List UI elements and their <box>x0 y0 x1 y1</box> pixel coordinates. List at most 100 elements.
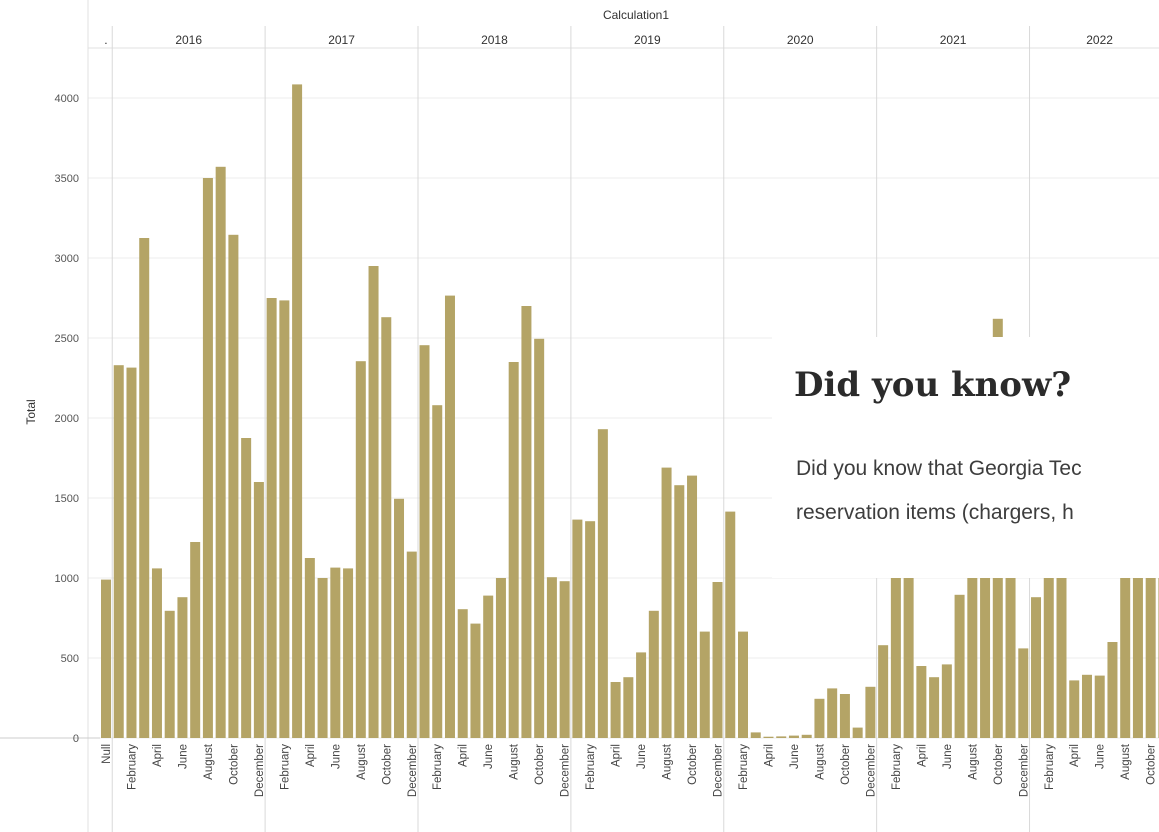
y-tick-label: 2000 <box>55 413 79 425</box>
bar <box>1145 578 1156 738</box>
bars <box>101 84 1159 739</box>
bar <box>827 688 838 738</box>
bar <box>1081 674 1092 738</box>
bar <box>406 551 417 738</box>
bar <box>190 542 201 738</box>
x-tick-label: June <box>942 744 954 769</box>
bar <box>1056 578 1067 738</box>
bar <box>916 666 927 738</box>
x-tick-label: October <box>687 744 699 785</box>
y-tick-label: 1000 <box>55 573 79 585</box>
popup-text-line: reservation items (chargers, h <box>796 501 1074 524</box>
bar <box>508 362 519 738</box>
x-tick-label: October <box>993 744 1005 785</box>
bar <box>317 578 328 738</box>
bar <box>534 338 545 738</box>
x-tick-label: June <box>636 744 648 769</box>
bar <box>725 511 736 738</box>
bar <box>597 429 608 738</box>
x-tick-label: August <box>356 743 368 780</box>
y-tick-label: 3000 <box>55 253 79 265</box>
bar <box>852 727 863 738</box>
x-tick-label: August <box>509 743 521 780</box>
bar <box>228 234 239 739</box>
year-header: 2020 <box>787 33 814 47</box>
bar <box>1132 578 1143 738</box>
x-tick-label: February <box>738 744 750 790</box>
bar <box>164 610 175 738</box>
x-tick-label: April <box>152 744 164 767</box>
bar <box>903 578 914 738</box>
x-tick-label: August <box>814 743 826 780</box>
x-tick-label: October <box>381 744 393 785</box>
x-tick-label: December <box>254 744 266 797</box>
bar <box>521 306 532 738</box>
bar <box>292 84 303 738</box>
bar <box>585 521 596 738</box>
bar <box>712 582 723 738</box>
gridlines <box>88 97 1159 739</box>
x-tick-label: February <box>279 744 291 790</box>
bar <box>776 736 787 738</box>
x-tick-label: December <box>407 744 419 797</box>
y-tick-label: 2500 <box>55 333 79 345</box>
popup-text-line: Did you know that Georgia Tec <box>796 457 1082 480</box>
bar <box>954 594 965 738</box>
x-tick-label: October <box>534 744 546 785</box>
x-tick-label: October <box>1146 744 1158 785</box>
year-header: 2021 <box>940 33 967 47</box>
bar <box>546 577 557 738</box>
y-tick-label: 3500 <box>55 173 79 185</box>
x-tick-label: August <box>203 743 215 780</box>
bar <box>763 736 774 738</box>
year-header: 2016 <box>175 33 202 47</box>
bar <box>878 645 889 738</box>
bar <box>113 365 124 738</box>
bar <box>814 698 825 738</box>
bar <box>330 567 341 738</box>
bar <box>865 686 876 738</box>
x-tick-label: December <box>1018 744 1030 797</box>
year-header: 2022 <box>1086 33 1113 47</box>
bar <box>674 485 685 738</box>
bar <box>967 578 978 738</box>
bar <box>444 295 455 738</box>
x-tick-label: August <box>662 743 674 780</box>
bar <box>343 568 354 738</box>
did-you-know-popup: Did you know? Did you know that Georgia … <box>772 337 1159 578</box>
bar <box>1069 680 1080 738</box>
x-tick-label: April <box>763 744 775 767</box>
popup-title: Did you know? <box>794 365 1072 405</box>
bar <box>1031 597 1042 738</box>
x-tick-label: Null <box>101 744 113 764</box>
bar <box>253 482 264 738</box>
bar <box>470 623 481 738</box>
bar <box>419 345 430 738</box>
y-axis-ticks: 0 500 1000 1500 2000 2500 3000 3500 4000 <box>55 93 79 745</box>
bar <box>381 317 392 738</box>
x-axis-labels: Null February April June August October Decemb… <box>101 743 1158 797</box>
bar <box>394 498 405 738</box>
bar <box>177 597 188 738</box>
bar <box>890 578 901 738</box>
bar <box>279 300 290 738</box>
bar <box>559 581 570 738</box>
x-tick-label: April <box>916 744 928 767</box>
x-tick-label: April <box>1069 744 1081 767</box>
bar <box>661 467 672 738</box>
x-tick-label: August <box>1120 743 1132 780</box>
x-tick-label: April <box>458 744 470 767</box>
bar <box>929 677 940 738</box>
bar <box>304 558 315 738</box>
x-tick-label: April <box>611 744 623 767</box>
bar <box>202 178 213 738</box>
bar <box>151 568 162 738</box>
bar <box>801 734 812 738</box>
bar <box>572 519 583 738</box>
bar <box>495 578 506 738</box>
x-tick-label: February <box>585 744 597 790</box>
y-tick-label: 1500 <box>55 493 79 505</box>
x-tick-label: February <box>891 744 903 790</box>
bar <box>1094 675 1105 738</box>
